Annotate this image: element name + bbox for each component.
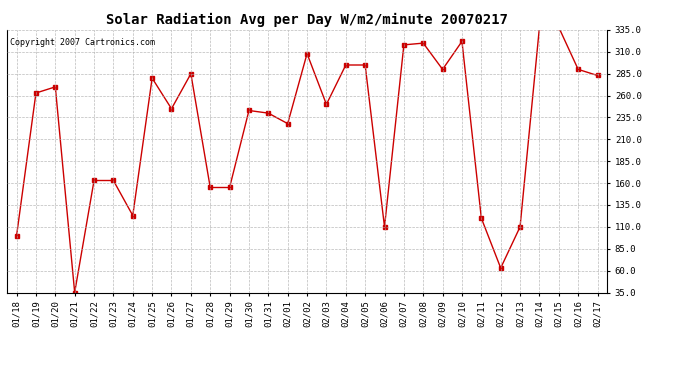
Text: Copyright 2007 Cartronics.com: Copyright 2007 Cartronics.com	[10, 38, 155, 47]
Title: Solar Radiation Avg per Day W/m2/minute 20070217: Solar Radiation Avg per Day W/m2/minute …	[106, 13, 508, 27]
